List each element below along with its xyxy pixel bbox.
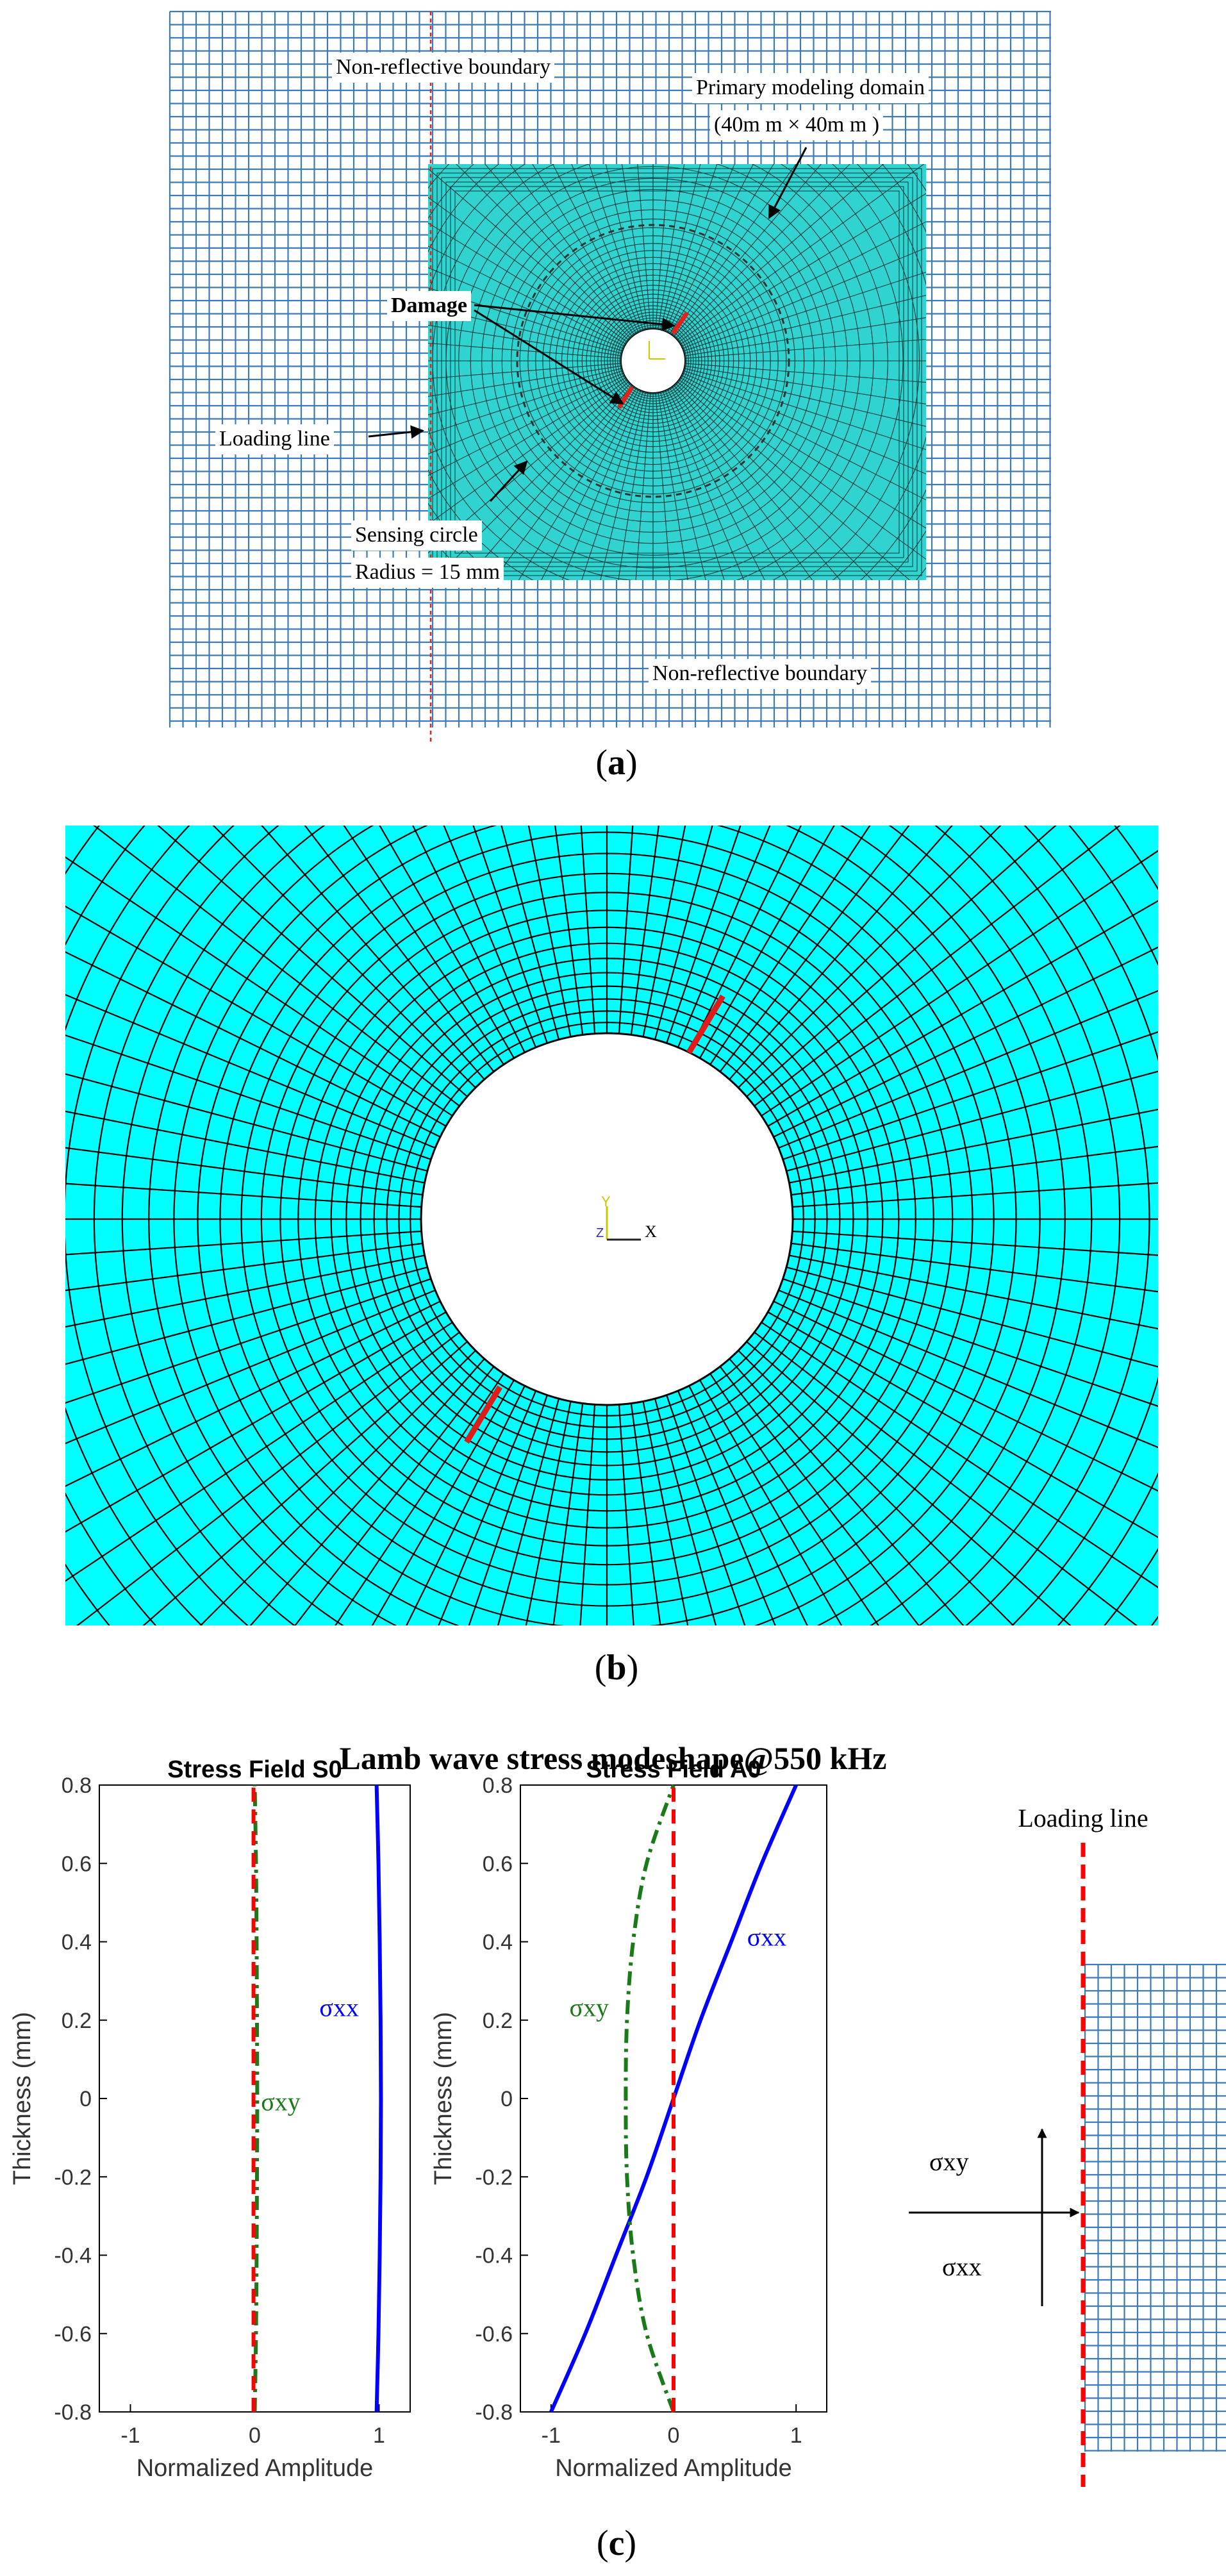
y-tick-label: 0.4 (483, 1931, 513, 1955)
x-tick-label: 1 (373, 2423, 385, 2448)
y-tick-label: 0.8 (62, 1774, 92, 1798)
series-annotation: σxx (319, 1993, 359, 2022)
crack-upper (686, 994, 725, 1054)
bottom-boundary-label: Non-reflective boundary (649, 659, 872, 689)
x-tick-label: -1 (120, 2423, 140, 2448)
y-tick-label: 0.6 (483, 1852, 513, 1876)
caption-c: (c) (596, 2523, 637, 2563)
panel-c: Lamb wave stress modeshape@550 kHz Stres… (0, 1731, 1226, 2576)
y-tick-label: 0 (79, 2087, 92, 2111)
y-tick-label: -0.6 (475, 2322, 513, 2347)
mesh-lines (65, 826, 1158, 1625)
series-line-xx-solid (374, 1784, 383, 2413)
y-tick-label: -0.4 (54, 2244, 92, 2268)
sensing-circle-arrow (489, 460, 528, 503)
sensing-circle (516, 224, 790, 498)
x-tick-label: -1 (542, 2423, 561, 2448)
axis-y-label: Y (601, 1193, 611, 1209)
x-tick-label: 1 (790, 2423, 802, 2448)
y-tick-label: -0.2 (475, 2165, 513, 2190)
y-axis-label: Thickness (mm) (430, 2012, 457, 2185)
y-tick-label: 0.4 (62, 1931, 92, 1955)
panel-b: Y Z X (b) (0, 814, 1226, 1699)
schematic-grid (1084, 1963, 1226, 2452)
x-axis-label: Normalized Amplitude (555, 2455, 792, 2482)
series-annotation: σxx (747, 1923, 787, 1952)
y-axis-label: Thickness (mm) (9, 2012, 36, 2185)
y-tick-label: 0.2 (62, 2009, 92, 2033)
loading-schematic: Loading line σxy σxx (909, 1804, 1226, 2487)
chart-title: Lamb wave stress modeshape@550 kHz (339, 1740, 887, 1776)
y-tick-label: 0.2 (483, 2009, 513, 2033)
y-tick-label: -0.4 (475, 2244, 513, 2268)
hole (620, 328, 686, 394)
series-line-xy-dashdot (253, 1784, 260, 2413)
plot-title: Stress Field S0 (167, 1756, 342, 1783)
panel-a-figure (169, 10, 1051, 742)
axis-z-label: Z (596, 1226, 604, 1240)
primary-mesh (428, 164, 926, 580)
panel-c-charts: Stress Field S0 -0.8 -0.6 -0.4 -0.2 0 0.2 0.4 0.… (9, 1756, 1226, 2487)
primary-domain-label: Primary modeling domain (692, 73, 929, 103)
damage-arrow-upper (474, 304, 676, 331)
chart-a0: Stress Field A0 -0.8 -0.6 -0.4 -0.2 0 0.2 0.4 0.… (430, 1756, 827, 2482)
y-tick-label: 0 (501, 2087, 513, 2111)
loading-line-label: Loading line (1018, 1804, 1148, 1832)
domain-border-mesh (432, 168, 922, 576)
caption-b: (b) (594, 1648, 639, 1688)
x-axis-label: Normalized Amplitude (137, 2455, 374, 2482)
y-tick-label: -0.8 (475, 2400, 513, 2425)
sxy-label: σxy (929, 2147, 969, 2176)
loading-line-arrow (368, 425, 425, 439)
x-tick-label: 0 (668, 2423, 680, 2448)
sensing-radius-label: Radius = 15 mm (351, 558, 504, 588)
primary-domain-size-label: (40m m × 40m m ) (710, 110, 884, 140)
axis-x-label: X (645, 1222, 657, 1241)
y-tick-label: -0.2 (54, 2165, 92, 2190)
series-line-xy-dashdot (624, 1784, 675, 2413)
damage-label: Damage (387, 291, 471, 321)
sxx-label: σxx (942, 2252, 982, 2281)
plot-title: Stress Field A0 (586, 1756, 761, 1783)
primary-domain-arrow (768, 147, 808, 219)
caption-a: (a) (595, 743, 638, 783)
sensing-circle-label: Sensing circle (351, 520, 482, 551)
top-boundary-label: Non-reflective boundary (332, 53, 555, 83)
panel-b-mesh: Y Z X (65, 826, 1158, 1625)
y-tick-label: 0.8 (483, 1774, 513, 1798)
chart-s0: Stress Field S0 -0.8 -0.6 -0.4 -0.2 0 0.2 0.4 0.… (9, 1756, 411, 2482)
panel-a: Non-reflective boundary Primary modeling… (0, 0, 1226, 820)
damage-arrow-lower (474, 309, 624, 405)
x-tick-label: 0 (249, 2423, 261, 2448)
y-tick-label: -0.8 (54, 2400, 92, 2425)
loading-line-label: Loading line (215, 424, 334, 454)
y-tick-label: -0.6 (54, 2322, 92, 2347)
crack-lower (464, 1385, 502, 1444)
series-annotation: σxy (569, 1993, 609, 2022)
series-annotation: σxy (261, 2087, 301, 2116)
y-tick-label: 0.6 (62, 1852, 92, 1876)
